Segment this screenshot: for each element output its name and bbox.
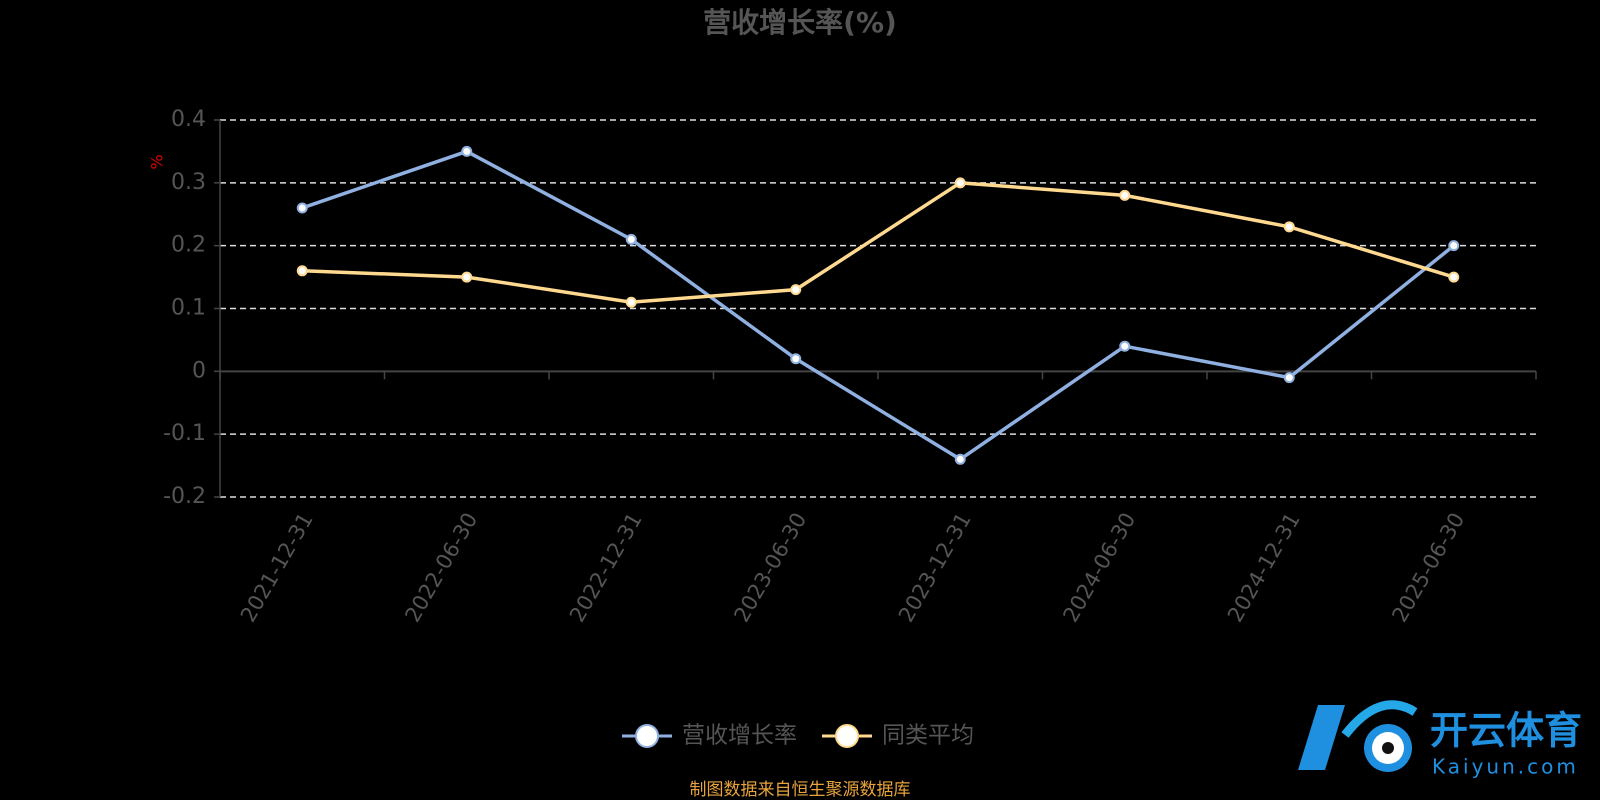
data-point	[1283, 372, 1295, 384]
data-point	[1119, 340, 1131, 352]
data-point	[1448, 240, 1460, 252]
data-point	[1119, 189, 1131, 201]
legend-label: 营收增长率	[682, 723, 797, 749]
data-point	[296, 202, 308, 214]
y-tick-label: -0.1	[163, 421, 206, 446]
data-point	[296, 265, 308, 277]
data-point	[461, 145, 473, 157]
logo-ball-dot	[1382, 742, 1394, 754]
y-tick-label: 0.1	[171, 296, 206, 321]
watermark-logo	[1298, 700, 1418, 772]
data-point	[625, 296, 637, 308]
data-point	[1448, 271, 1460, 283]
data-point	[461, 271, 473, 283]
watermark-name: 开云体育	[1430, 709, 1582, 753]
y-tick-label: 0.3	[171, 170, 206, 195]
data-point	[1283, 221, 1295, 233]
data-point	[954, 453, 966, 465]
data-point	[625, 233, 637, 245]
watermark-url: Kaiyun.com	[1432, 755, 1579, 779]
y-tick-label: 0.2	[171, 233, 206, 258]
y-tick-label: 0.4	[171, 107, 206, 132]
data-point	[790, 284, 802, 296]
legend-item: 营收增长率	[622, 723, 797, 749]
chart-title: 营收增长率(%)	[703, 6, 897, 39]
data-point	[790, 353, 802, 365]
data-point	[954, 177, 966, 189]
series-line	[301, 149, 1455, 462]
y-tick-label: -0.2	[163, 484, 206, 509]
logo-swoosh	[1341, 700, 1418, 738]
y-tick-label: 0	[192, 358, 206, 383]
legend-symbol	[635, 724, 659, 748]
legend-label: 同类平均	[882, 723, 974, 749]
logo-k	[1298, 705, 1345, 770]
source-note: 制图数据来自恒生聚源数据库	[690, 780, 911, 800]
y-axis-label: %	[148, 154, 167, 169]
legend-symbol	[835, 724, 859, 748]
series-line	[302, 181, 1455, 304]
legend-item: 同类平均	[822, 723, 974, 749]
